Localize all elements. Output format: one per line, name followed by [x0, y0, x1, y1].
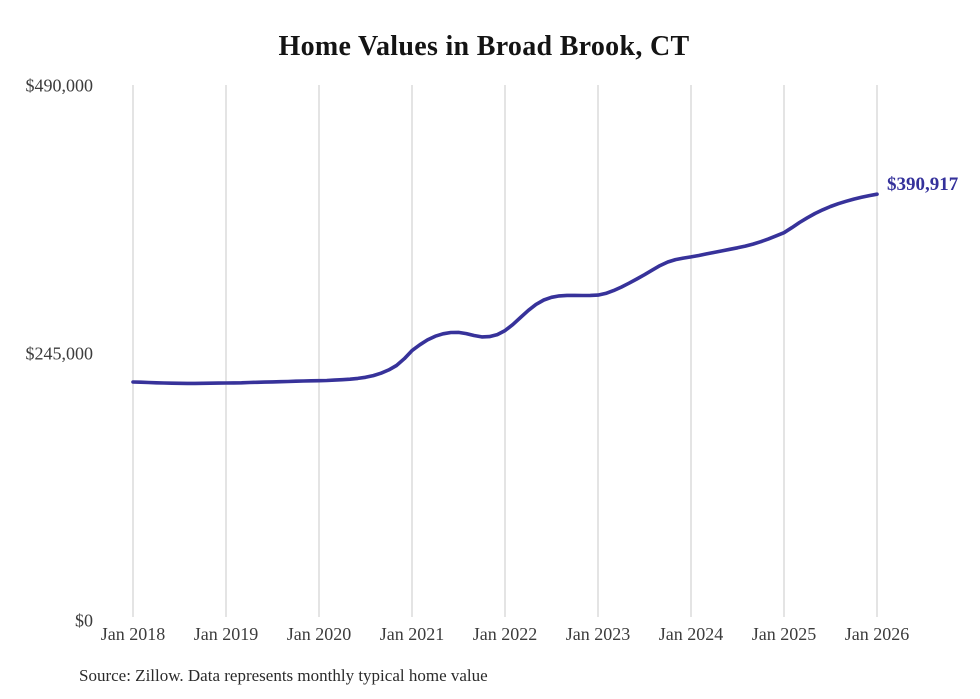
x-tick-label: Jan 2022	[472, 624, 538, 644]
y-tick-label: $245,000	[25, 343, 94, 363]
x-tick-label: Jan 2018	[100, 624, 166, 644]
x-tick-label: Jan 2026	[844, 624, 910, 644]
y-tick-label: $490,000	[25, 75, 94, 96]
final-value-label: $390,917	[887, 174, 959, 195]
home-value-series-line	[131, 192, 879, 386]
x-tick-label: Jan 2023	[565, 624, 631, 644]
y-tick-label: $0	[75, 610, 93, 631]
chart-title: Home Values in Broad Brook, CT	[278, 31, 690, 62]
x-tick-label: Jan 2024	[658, 624, 724, 644]
x-tick-label: Jan 2020	[286, 624, 352, 644]
source-note: Source: Zillow. Data represents monthly …	[79, 666, 488, 685]
x-tick-label: Jan 2021	[379, 624, 445, 644]
x-tick-label: Jan 2019	[193, 624, 259, 644]
x-tick-label: Jan 2025	[751, 624, 817, 644]
